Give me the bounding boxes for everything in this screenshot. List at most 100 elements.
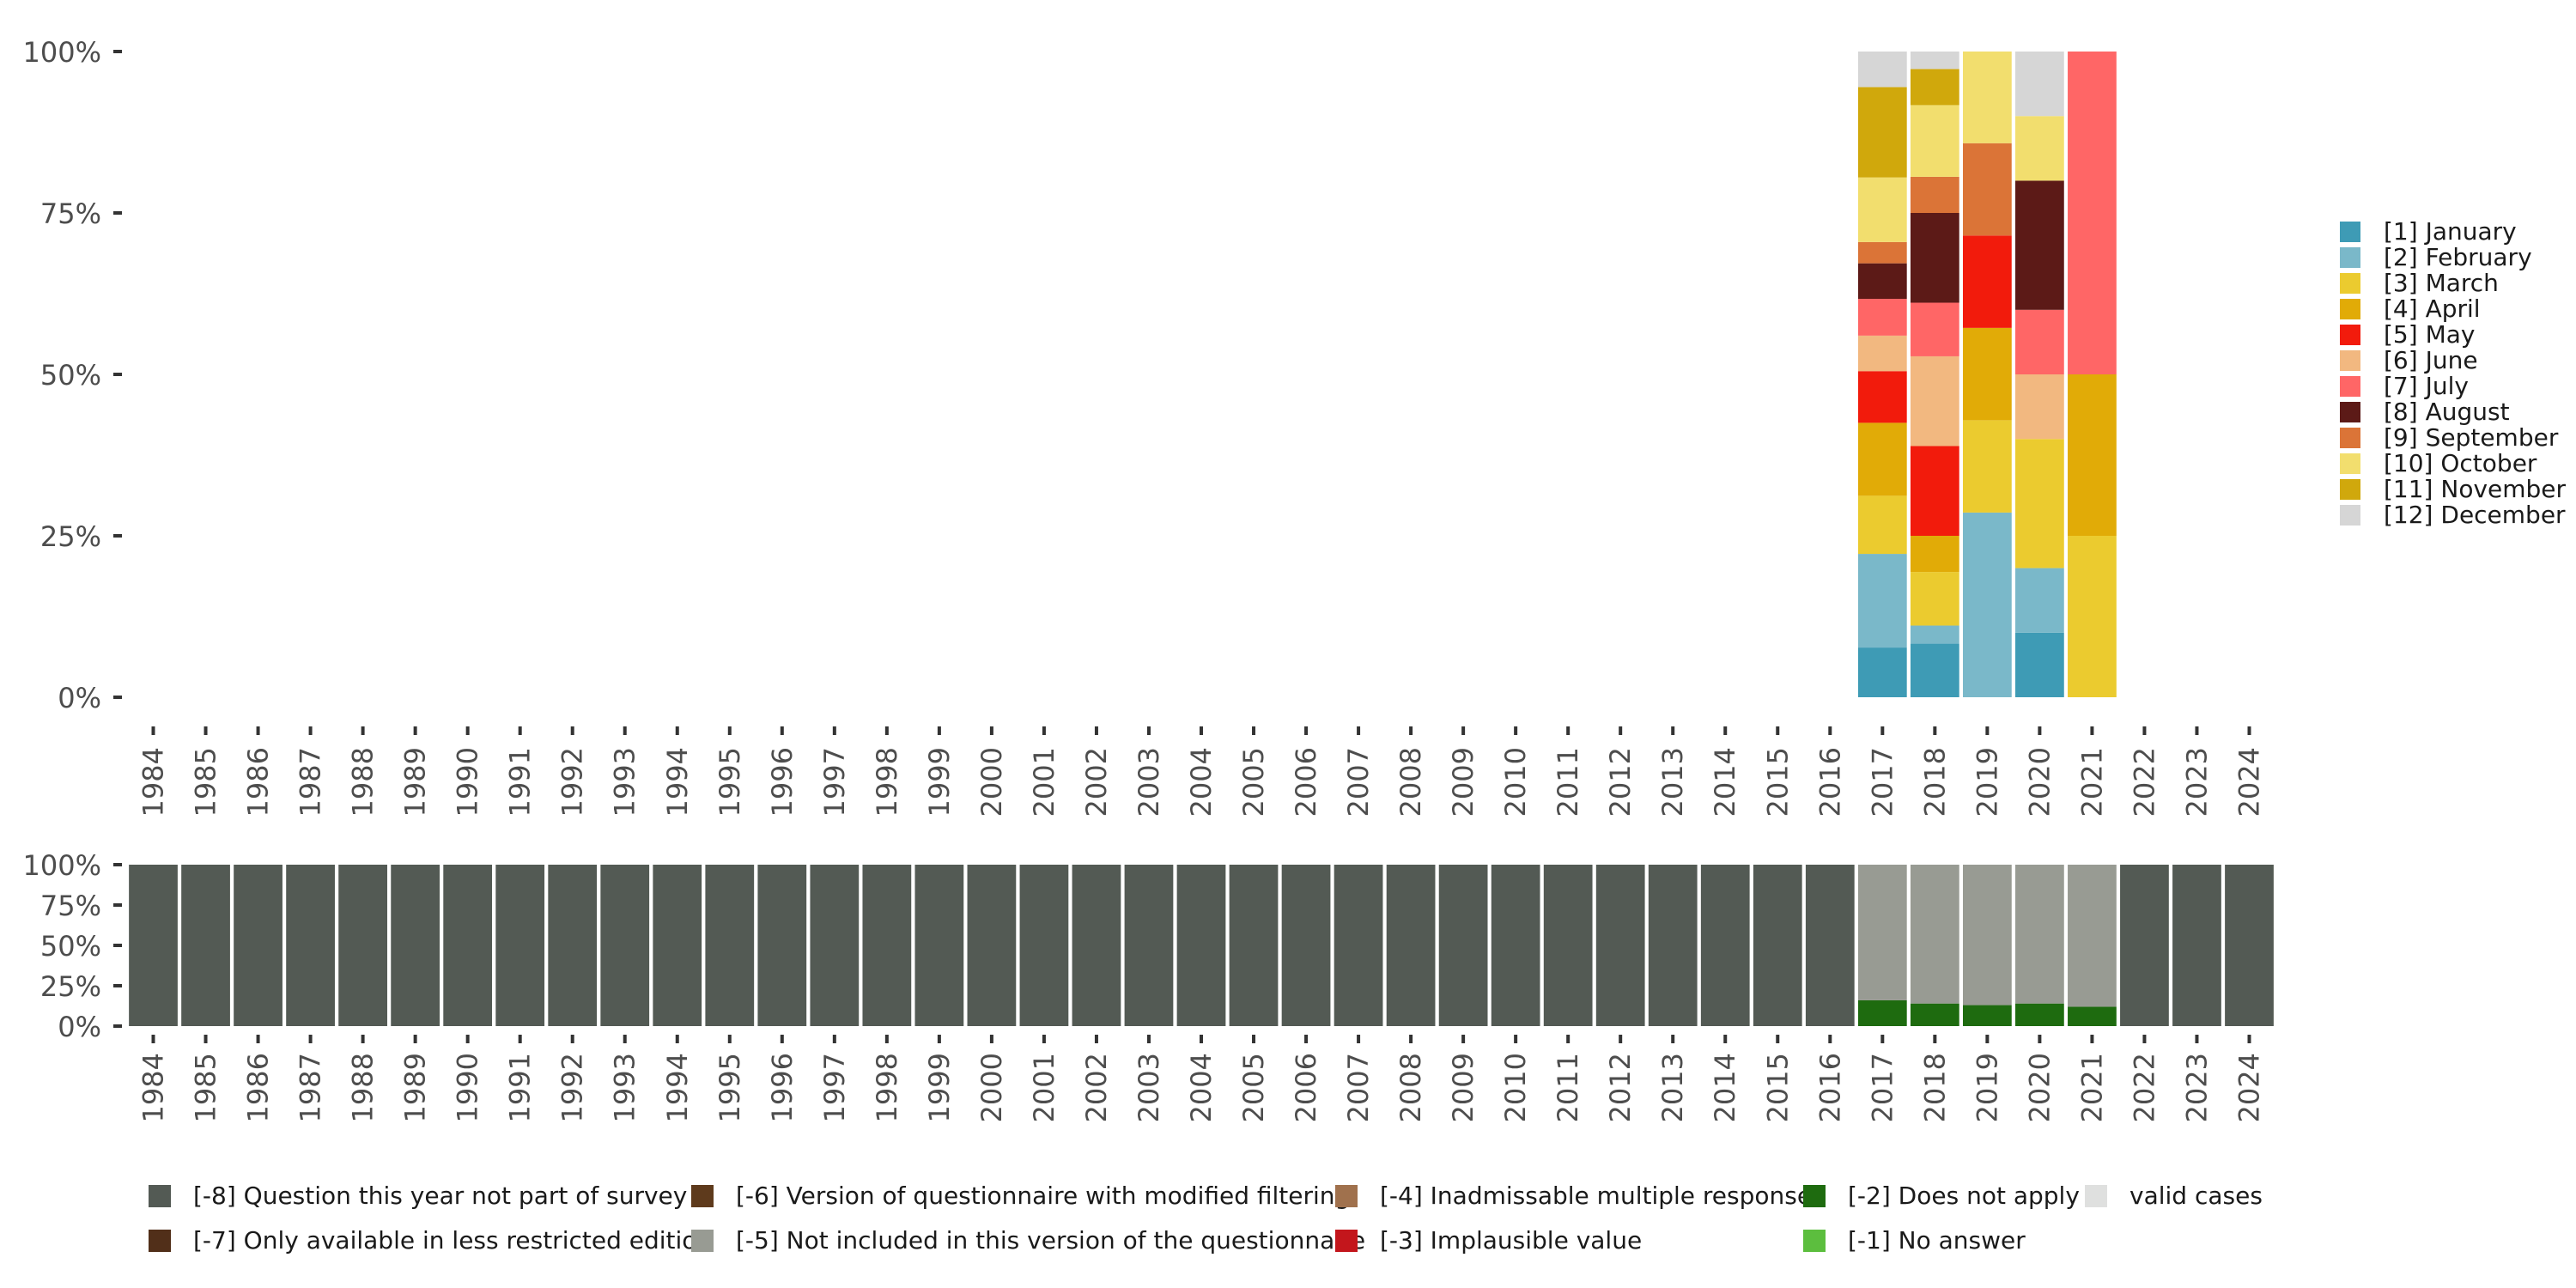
x-tick-label: 2006 [1290,1053,1322,1122]
x-tick-label: 1996 [766,1053,799,1122]
legend-label-3-march: [3] March [2384,269,2499,297]
legend-key-9-september [2340,428,2360,448]
legend-label-10-october: [10] October [2384,449,2537,477]
x-tick-label: 2009 [1447,747,1479,817]
x-tick-label: 2014 [1709,1053,1741,1122]
x-tick-label: 1986 [242,747,275,817]
x-tick-label: 1987 [295,1053,327,1122]
bar-2017-7-july [1857,299,1907,336]
bar-2021-7-july [2068,52,2117,374]
bar-2017-4-april [1857,422,1907,496]
x-tick-label: 2011 [1552,1053,1584,1122]
x-tick-label: 1992 [556,747,589,817]
bar-2018-2-does-not-apply [1910,1003,1959,1026]
bar-1997-8-question-this-year-not-part-of-survey [810,865,860,1026]
legend-key-6-version-of-questionnaire-with-modified-filtering [691,1185,714,1207]
bar-1994-8-question-this-year-not-part-of-survey [653,865,702,1026]
bar-2017-9-september [1857,241,1907,264]
bar-1998-8-question-this-year-not-part-of-survey [862,865,912,1026]
bar-2002-8-question-this-year-not-part-of-survey [1072,865,1121,1026]
x-tick-label: 2007 [1342,1053,1375,1122]
bar-2000-8-question-this-year-not-part-of-survey [967,865,1017,1026]
x-tick-label: 2014 [1709,747,1741,817]
legend-key-5-may [2340,325,2360,345]
bar-1987-8-question-this-year-not-part-of-survey [286,865,335,1026]
bar-2007-8-question-this-year-not-part-of-survey [1334,865,1383,1026]
x-tick-label: 1997 [818,1053,851,1122]
bar-2014-8-question-this-year-not-part-of-survey [1700,865,1750,1026]
bar-2017-11-november [1857,87,1907,178]
bar-2018-1-january [1910,643,1959,697]
x-tick-label: 2013 [1656,1053,1689,1122]
legend-label-6-june: [6] June [2384,346,2478,374]
bar-1992-8-question-this-year-not-part-of-survey [548,865,598,1026]
legend-key-3-implausible-value [1335,1230,1358,1252]
y-tick-label: 100% [23,849,101,882]
bar-2018-12-december [1910,52,1959,70]
x-tick-label: 2003 [1133,747,1165,817]
x-tick-label: 2001 [1028,747,1060,817]
bar-1995-8-question-this-year-not-part-of-survey [705,865,755,1026]
bar-2013-8-question-this-year-not-part-of-survey [1648,865,1698,1026]
legend-key-10-october [2340,453,2360,474]
bar-2020-5-not-included-in-this-version-of-the-questionnaire [2015,865,2064,1004]
x-tick-label: 1995 [714,747,746,817]
bar-2024-8-question-this-year-not-part-of-survey [2225,865,2274,1026]
bar-2020-3-march [2015,439,2064,568]
x-tick-label: 2002 [1080,747,1113,817]
x-tick-label: 1999 [923,747,956,817]
x-tick-label: 2023 [2180,1053,2213,1122]
x-tick-label: 2024 [2233,747,2265,817]
x-tick-label: 1985 [190,747,222,817]
bar-1990-8-question-this-year-not-part-of-survey [443,865,493,1026]
x-tick-label: 2006 [1290,747,1322,817]
bar-2003-8-question-this-year-not-part-of-survey [1124,865,1174,1026]
legend-key-1-january [2340,222,2360,242]
bar-2020-7-july [2015,309,2064,374]
x-tick-label: 2018 [1918,1053,1951,1122]
x-tick-label: 2008 [1394,747,1427,817]
x-tick-label: 2022 [2128,747,2160,817]
y-tick-label: 50% [40,359,101,392]
x-tick-label: 1987 [295,747,327,817]
legend-label-7-only-available-in-less-restricted-edition: [-7] Only available in less restricted e… [193,1226,712,1255]
months-distribution-chart: 0% 25% 50% 75% 100% 1984 1985 1986 1987 1988 1989 1… [23,36,2266,817]
legend-label-2-does-not-apply: [-2] Does not apply [1848,1182,2080,1210]
legend-key-11-november [2340,479,2360,500]
x-tick-label: 2022 [2128,1053,2160,1122]
legend-key-2-february [2340,247,2360,268]
bar-1988-8-question-this-year-not-part-of-survey [338,865,387,1026]
bar-2016-8-question-this-year-not-part-of-survey [1805,865,1855,1026]
x-tick-label: 1984 [137,747,170,817]
bar-2012-8-question-this-year-not-part-of-survey [1595,865,1645,1026]
bar-2008-8-question-this-year-not-part-of-survey [1386,865,1436,1026]
bar-2018-4-april [1910,536,1959,573]
legend-label-7-july: [7] July [2384,372,2469,400]
legend-label-5-may: [5] May [2384,320,2475,349]
x-tick-label: 1993 [609,747,641,817]
x-tick-label: 1998 [871,747,903,817]
x-tick-label: 2009 [1447,1053,1479,1122]
bar-2018-3-march [1910,572,1959,626]
x-tick-label: 1994 [661,747,694,817]
x-tick-label: 2019 [1971,1053,2003,1122]
y-tick-label: 75% [40,197,101,230]
x-tick-label: 2003 [1133,1053,1165,1122]
missing-values-legend: [-8] Question this year not part of surv… [149,1182,2263,1255]
bar-2018-2-february [1910,625,1959,644]
legend-label-8-question-this-year-not-part-of-survey: [-8] Question this year not part of surv… [193,1182,687,1210]
y-tick-label: 25% [40,970,101,1003]
bar-2017-5-may [1857,371,1907,423]
bar-2022-8-question-this-year-not-part-of-survey [2120,865,2169,1026]
bar-2009-8-question-this-year-not-part-of-survey [1438,865,1488,1026]
bar-2018-7-july [1910,302,1959,356]
bar-1996-8-question-this-year-not-part-of-survey [757,865,807,1026]
legend-label-valid-cases: valid cases [2129,1182,2263,1210]
bar-2005-8-question-this-year-not-part-of-survey [1229,865,1279,1026]
y-tick-label: 0% [58,682,101,714]
x-tick-label: 1988 [347,747,380,817]
y-tick-label: 100% [23,36,101,69]
bar-1991-8-question-this-year-not-part-of-survey [495,865,545,1026]
missing-values-chart: 0% 25% 50% 75% 100% 1984 1985 1986 1987 1988 1989 1… [23,849,2274,1122]
x-tick-label: 2004 [1185,1053,1218,1122]
